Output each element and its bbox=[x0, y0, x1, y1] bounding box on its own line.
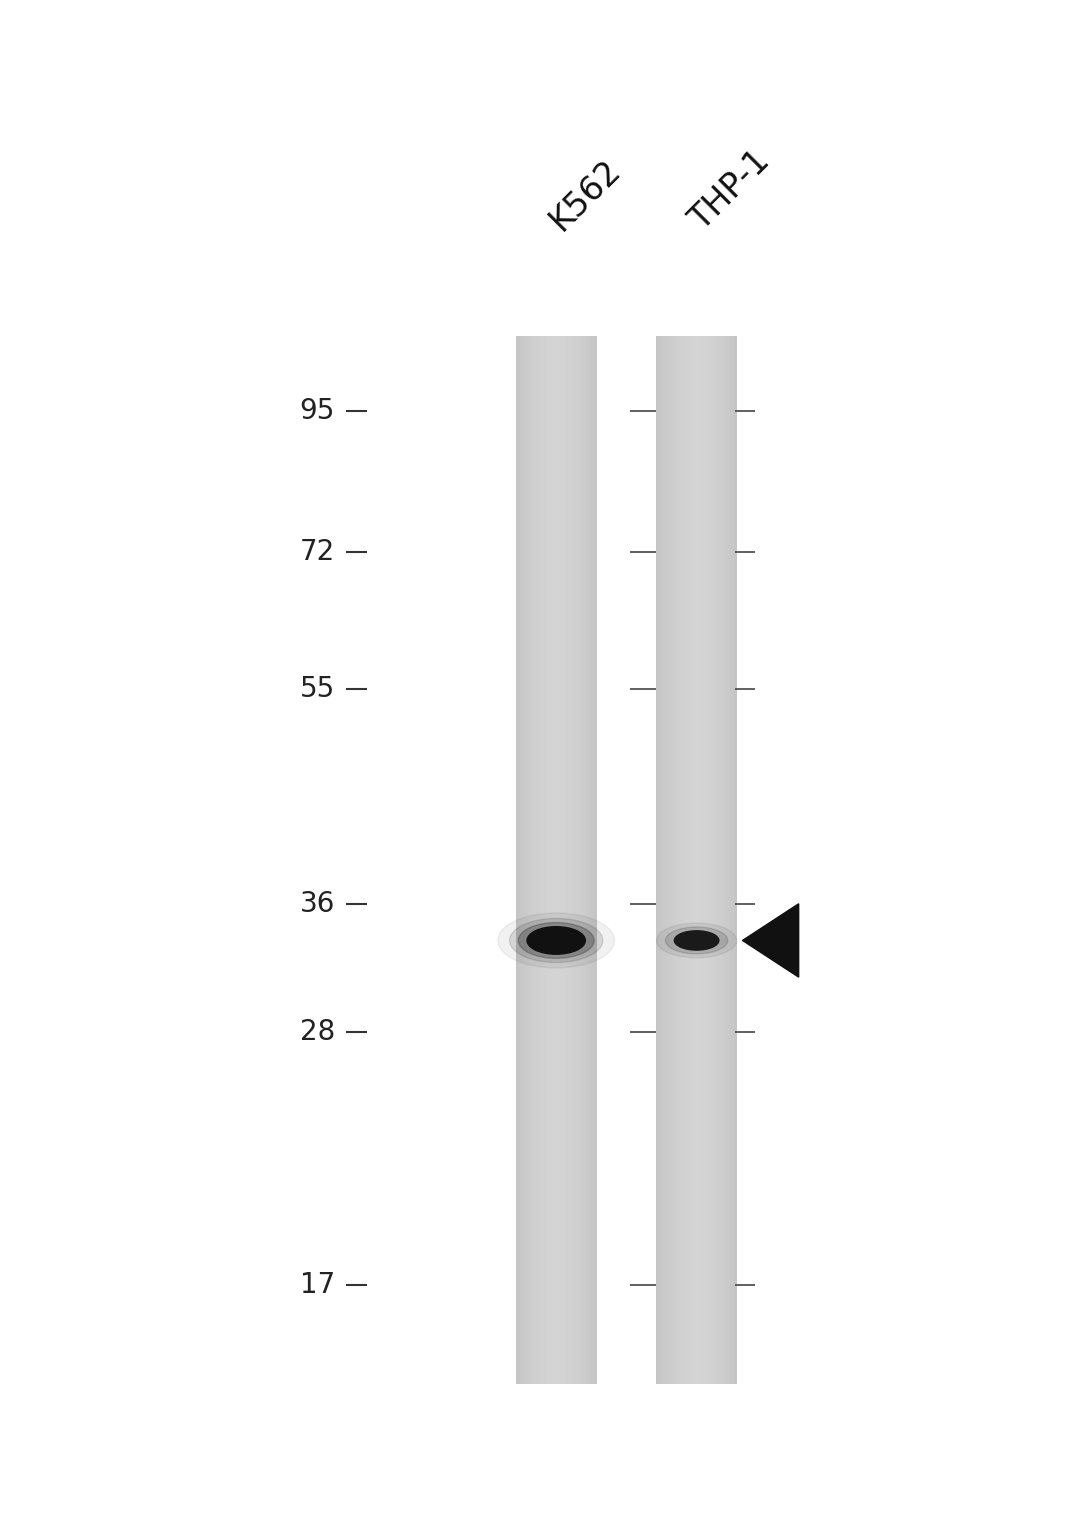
Text: 28: 28 bbox=[299, 1018, 335, 1046]
Text: 55: 55 bbox=[299, 674, 335, 702]
Ellipse shape bbox=[498, 913, 615, 968]
Text: 72: 72 bbox=[299, 538, 335, 566]
Ellipse shape bbox=[518, 922, 594, 959]
Ellipse shape bbox=[674, 931, 719, 950]
Text: 95: 95 bbox=[299, 398, 335, 425]
Ellipse shape bbox=[510, 919, 603, 962]
Text: 17: 17 bbox=[299, 1271, 335, 1300]
Ellipse shape bbox=[657, 924, 737, 957]
Text: 36: 36 bbox=[299, 890, 335, 917]
Polygon shape bbox=[743, 904, 799, 977]
Text: THP-1: THP-1 bbox=[684, 144, 777, 237]
Ellipse shape bbox=[665, 927, 728, 954]
Ellipse shape bbox=[527, 927, 585, 954]
Text: K562: K562 bbox=[543, 153, 627, 237]
